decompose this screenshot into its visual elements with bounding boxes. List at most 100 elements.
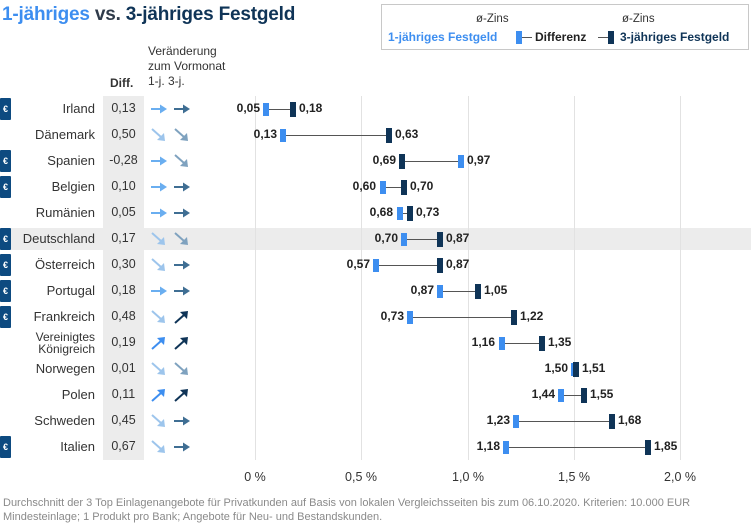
change-arrow-1y-icon xyxy=(151,104,167,114)
marker-3y xyxy=(437,258,443,273)
difference-connector xyxy=(402,161,462,162)
change-header-line3: 1-j. 3-j. xyxy=(148,74,185,88)
euro-badge: € xyxy=(0,436,11,458)
change-arrow-1y-icon xyxy=(151,440,165,453)
change-arrow-3y-icon xyxy=(174,337,188,350)
euro-badge: € xyxy=(0,176,11,198)
value-label-3y: 0,63 xyxy=(395,127,419,141)
change-arrow-1y-icon xyxy=(151,362,165,375)
value-label-1y: 0,13 xyxy=(253,127,277,141)
difference-connector xyxy=(506,447,648,448)
change-arrow-3y-icon xyxy=(174,154,188,167)
difference-connector xyxy=(516,421,612,422)
country-label: Portugal xyxy=(46,283,95,298)
country-label: Italien xyxy=(60,439,95,454)
change-arrow-1y-icon xyxy=(151,389,165,402)
diff-column-background xyxy=(103,96,144,460)
change-arrow-3y-icon xyxy=(174,128,188,141)
marker-3y xyxy=(401,180,407,195)
country-label: Norwegen xyxy=(35,361,95,376)
country-label: Schweden xyxy=(34,413,95,428)
diff-header: Diff. xyxy=(110,76,134,90)
difference-connector xyxy=(410,317,514,318)
legend-swatch-1y xyxy=(516,31,522,44)
change-arrow-3y-icon xyxy=(174,416,190,426)
difference-connector xyxy=(404,239,440,240)
difference-connector xyxy=(400,213,411,214)
diff-value: 0,45 xyxy=(111,413,136,427)
x-tick-label: 1,0 % xyxy=(452,470,484,484)
value-label-3y: 1,68 xyxy=(618,413,642,427)
change-arrow-1y-icon xyxy=(151,128,165,141)
legend-swatch-3y xyxy=(608,31,614,44)
change-arrow-1y-icon xyxy=(151,286,167,296)
x-gridline xyxy=(468,96,469,460)
difference-connector xyxy=(383,187,404,188)
x-gridline xyxy=(680,96,681,460)
value-label-1y: 1,50 xyxy=(544,361,568,375)
marker-3y xyxy=(511,310,517,325)
euro-badge: € xyxy=(0,228,11,250)
diff-value: 0,67 xyxy=(111,439,136,453)
difference-connector xyxy=(440,291,478,292)
change-arrow-3y-icon xyxy=(174,286,190,296)
diff-value: 0,01 xyxy=(111,361,136,375)
change-arrow-1y-icon xyxy=(151,310,165,323)
change-arrow-3y-icon xyxy=(174,389,188,402)
title-vs: vs. xyxy=(89,4,126,25)
country-label: Vereinigtes Königreich xyxy=(36,331,95,355)
change-arrow-1y-icon xyxy=(151,232,165,245)
difference-connector xyxy=(376,265,440,266)
x-tick-label: 0 % xyxy=(244,470,266,484)
country-label-line2: Königreich xyxy=(38,342,95,356)
x-gridline xyxy=(574,96,575,460)
diff-value: 0,18 xyxy=(111,283,136,297)
title-1y: 1-jähriges xyxy=(2,4,90,25)
legend-connector-right xyxy=(598,37,608,38)
diff-value: 0,13 xyxy=(111,101,136,115)
change-arrow-1y-icon xyxy=(151,337,165,350)
country-label: Spanien xyxy=(47,153,95,168)
value-label-1y: 1,16 xyxy=(471,335,495,349)
x-gridline xyxy=(361,96,362,460)
legend: ø-Zins ø-Zins 1-jähriges Festgeld Differ… xyxy=(381,4,749,50)
difference-connector xyxy=(266,109,294,110)
marker-3y xyxy=(475,284,481,299)
marker-3y xyxy=(539,336,545,351)
change-arrow-3y-icon xyxy=(174,208,190,218)
diff-value: 0,10 xyxy=(111,179,136,193)
x-tick-label: 1,5 % xyxy=(558,470,590,484)
marker-1y xyxy=(263,103,269,116)
diff-value: 0,11 xyxy=(111,387,136,401)
marker-3y xyxy=(609,414,615,429)
diff-value: 0,30 xyxy=(111,257,136,271)
value-label-3y: 1,85 xyxy=(654,439,678,453)
diff-value: 0,19 xyxy=(111,335,136,349)
footnote: Durchschnitt der 3 Top Einlagenangebote … xyxy=(3,497,691,523)
change-arrow-3y-icon xyxy=(174,182,190,192)
value-label-3y: 1,35 xyxy=(548,335,572,349)
marker-3y xyxy=(645,440,651,455)
diff-value: 0,17 xyxy=(111,231,136,245)
change-arrow-3y-icon xyxy=(174,311,188,324)
change-header-line1: Veränderung xyxy=(148,44,217,58)
marker-1y xyxy=(401,233,407,246)
x-tick-label: 0,5 % xyxy=(345,470,377,484)
value-label-3y: 1,05 xyxy=(484,283,508,297)
change-arrow-1y-icon xyxy=(151,156,167,166)
value-label-1y: 1,23 xyxy=(486,413,510,427)
value-label-1y: 0,05 xyxy=(236,101,260,115)
marker-1y xyxy=(407,311,413,324)
value-label-3y: 0,73 xyxy=(416,205,440,219)
value-label-1y: 0,70 xyxy=(374,231,398,245)
legend-difference: Differenz xyxy=(535,30,587,44)
marker-1y xyxy=(513,415,519,428)
diff-value: 0,48 xyxy=(111,309,136,323)
marker-1y xyxy=(437,285,443,298)
x-tick-label: 2,0 % xyxy=(664,470,696,484)
marker-3y xyxy=(437,232,443,247)
diff-value: 0,50 xyxy=(111,127,136,141)
country-label: Frankreich xyxy=(33,309,95,324)
marker-3y xyxy=(386,128,392,143)
country-label: Deutschland xyxy=(22,231,95,246)
